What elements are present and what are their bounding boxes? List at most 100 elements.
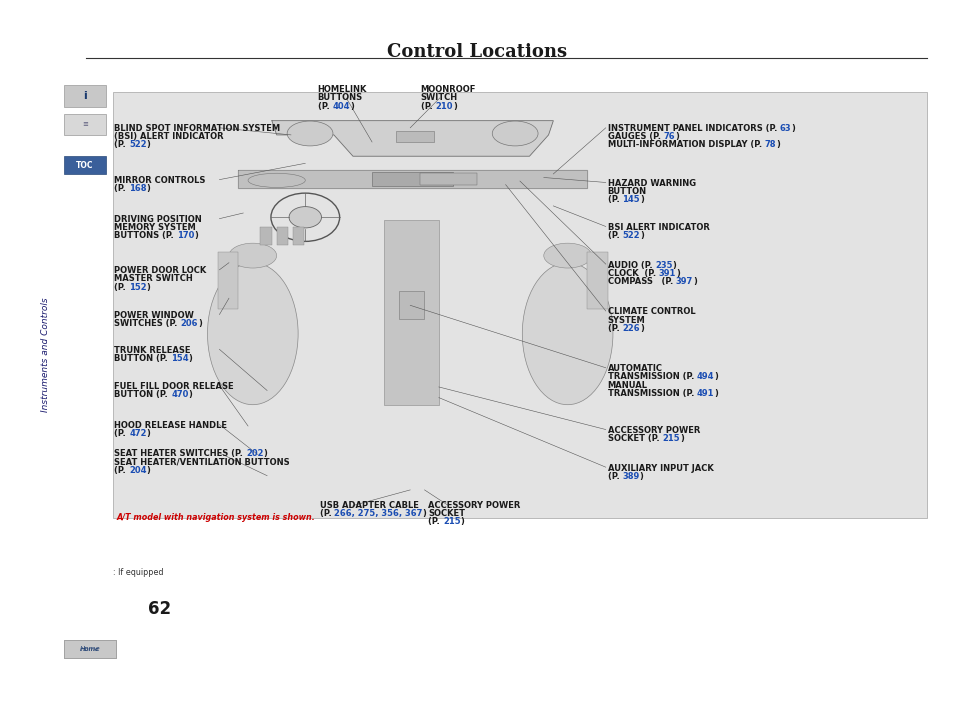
Text: 391: 391 [658,268,676,278]
Text: Home: Home [80,647,99,652]
Text: 215: 215 [442,517,460,526]
Text: 78: 78 [764,140,776,149]
Text: 170: 170 [177,231,194,241]
Text: 206: 206 [180,319,198,328]
Text: 226: 226 [621,324,639,333]
Text: GAUGES (P.: GAUGES (P. [607,132,663,141]
Text: (P.: (P. [114,429,129,438]
Text: (P.: (P. [420,102,435,111]
Text: AUDIO (P.: AUDIO (P. [607,261,655,270]
Ellipse shape [248,173,305,187]
Text: TOC: TOC [76,160,93,170]
Text: 397: 397 [675,277,692,286]
Bar [64,114,106,135]
Text: ): ) [453,102,456,111]
Bar [293,227,304,245]
Text: 210: 210 [435,102,453,111]
Bar [372,172,453,186]
Text: MULTI-INFORMATION DISPLAY (P.: MULTI-INFORMATION DISPLAY (P. [607,140,764,149]
Text: ): ) [639,231,643,240]
Text: ): ) [422,508,426,518]
Text: 522: 522 [621,231,639,240]
Text: (P.: (P. [319,508,334,518]
Text: HAZARD WARNING: HAZARD WARNING [607,179,695,188]
Text: SWITCHES (P.: SWITCHES (P. [114,319,180,328]
Text: BUTTON: BUTTON [607,187,646,196]
Text: 494: 494 [697,372,714,381]
Text: BUTTONS (P.: BUTTONS (P. [114,231,177,241]
Ellipse shape [543,243,591,268]
Text: 266, 275, 356, 367: 266, 275, 356, 367 [334,508,422,518]
Text: 63: 63 [780,124,791,133]
Text: ): ) [147,429,151,438]
Text: ): ) [198,319,202,328]
Text: ): ) [714,388,718,398]
Text: ACCESSORY POWER: ACCESSORY POWER [607,426,700,435]
Text: (P.: (P. [114,466,129,475]
Text: SEAT HEATER/VENTILATION BUTTONS: SEAT HEATER/VENTILATION BUTTONS [114,457,290,466]
Text: 204: 204 [129,466,147,475]
Text: i: i [83,91,87,101]
Text: ): ) [189,354,193,363]
Text: 389: 389 [621,471,639,481]
Text: : If equipped: : If equipped [112,568,163,577]
Text: 491: 491 [697,388,714,398]
Bar [383,220,438,405]
Text: 235: 235 [655,261,672,270]
Text: (P.: (P. [428,517,442,526]
Text: (P.: (P. [607,195,621,204]
Text: ): ) [639,195,643,204]
Text: TRANSMISSION (P.: TRANSMISSION (P. [607,372,697,381]
Text: ): ) [714,372,718,381]
Text: 62: 62 [148,600,171,618]
Text: SOCKET (P.: SOCKET (P. [607,434,661,443]
Bar [64,85,106,106]
Text: TRUNK RELEASE: TRUNK RELEASE [114,346,191,355]
Text: A/T model with navigation system is shown.: A/T model with navigation system is show… [116,513,314,522]
Text: ): ) [639,471,642,481]
Text: BUTTONS: BUTTONS [317,93,362,102]
Text: Instruments and Controls: Instruments and Controls [41,297,51,413]
Ellipse shape [492,121,537,146]
Text: ACCESSORY POWER: ACCESSORY POWER [428,501,520,510]
Text: ): ) [672,261,676,270]
Text: SWITCH: SWITCH [420,93,457,102]
Bar [586,252,607,309]
Text: Control Locations: Control Locations [387,43,566,60]
Text: ): ) [189,390,193,399]
Bar [398,291,423,320]
Text: CLOCK  (P.: CLOCK (P. [607,268,658,278]
Text: INSTRUMENT PANEL INDICATORS (P.: INSTRUMENT PANEL INDICATORS (P. [607,124,780,133]
Text: 404: 404 [332,102,350,111]
Bar [276,227,288,245]
Text: 202: 202 [246,449,263,459]
Text: ): ) [147,283,151,292]
Bar [64,640,116,658]
Text: ): ) [791,124,795,133]
Text: AUXILIARY INPUT JACK: AUXILIARY INPUT JACK [607,464,713,473]
Text: 168: 168 [129,184,147,193]
Text: BSI ALERT INDICATOR: BSI ALERT INDICATOR [607,223,709,232]
Text: ): ) [676,268,679,278]
Text: ): ) [147,140,151,149]
Bar [260,227,272,245]
Polygon shape [272,121,553,156]
Ellipse shape [208,263,297,405]
Bar [395,131,434,142]
Text: BUTTON (P.: BUTTON (P. [114,390,171,399]
Text: ): ) [350,102,354,111]
Text: HOOD RELEASE HANDLE: HOOD RELEASE HANDLE [114,421,227,430]
Text: (P.: (P. [114,184,129,193]
Text: ): ) [263,449,268,459]
Text: ≡: ≡ [82,121,88,127]
Text: 152: 152 [129,283,147,292]
Bar [64,156,106,174]
Text: 215: 215 [661,434,679,443]
Text: BLIND SPOT INFORMATION SYSTEM: BLIND SPOT INFORMATION SYSTEM [114,124,280,133]
Ellipse shape [289,207,321,228]
Text: (P.: (P. [317,102,332,111]
Text: CLIMATE CONTROL: CLIMATE CONTROL [607,307,695,317]
Text: 470: 470 [171,390,189,399]
Text: 145: 145 [621,195,639,204]
Text: POWER DOOR LOCK: POWER DOOR LOCK [114,266,207,275]
